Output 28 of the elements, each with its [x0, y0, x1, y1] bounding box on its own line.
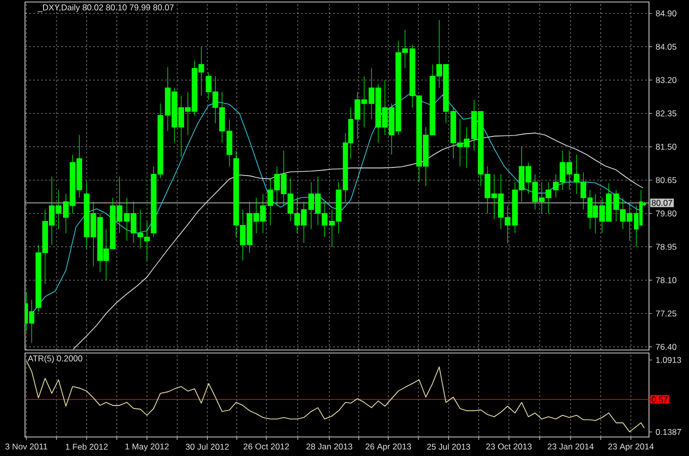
y-tick-label: 0.1387: [656, 428, 681, 435]
x-tick-label: 28 Jan 2013: [306, 444, 352, 450]
chart-title: ATR(5) 0.2000: [28, 355, 82, 364]
y-tick-label: 78.95: [656, 244, 676, 250]
y-tick-label: 80.65: [656, 177, 676, 184]
y-tick-label: 84.05: [656, 44, 676, 50]
y-tick-label: 79.80: [656, 210, 676, 216]
x-tick-label: 23 Jan 2014: [548, 444, 594, 450]
x-tick-label: 23 Oct 2013: [486, 444, 532, 450]
y-tick-label: 82.35: [656, 110, 676, 116]
x-tick-label: 26 Apr 2013: [366, 444, 411, 452]
x-tick-label: 1 May 2012: [126, 444, 169, 452]
ref-line-label: 0.57: [652, 396, 668, 402]
x-tick-label: 25 Jul 2013: [427, 444, 470, 450]
x-tick-label: 23 Apr 2014: [608, 444, 654, 452]
x-tick-label: 3 Nov 2011: [5, 444, 48, 450]
x-tick-label: 30 Jul 2012: [186, 444, 229, 450]
y-tick-label: 77.25: [656, 310, 676, 317]
chart-title: _DXY,Daily 80.02 80.10 79.99 80.07: [38, 4, 174, 12]
y-tick-label: 78.10: [656, 277, 676, 284]
y-tick-label: 76.40: [656, 344, 676, 350]
y-tick-label: 81.50: [656, 144, 676, 150]
y-tick-label: 84.90: [656, 10, 676, 16]
ref-line-label: 80.07: [652, 200, 672, 206]
x-tick-label: 1 Feb 2012: [66, 444, 108, 450]
y-tick-label: 83.20: [656, 77, 676, 84]
x-tick-label: 26 Oct 2012: [244, 444, 289, 450]
y-tick-label: 1.0913: [656, 357, 682, 363]
